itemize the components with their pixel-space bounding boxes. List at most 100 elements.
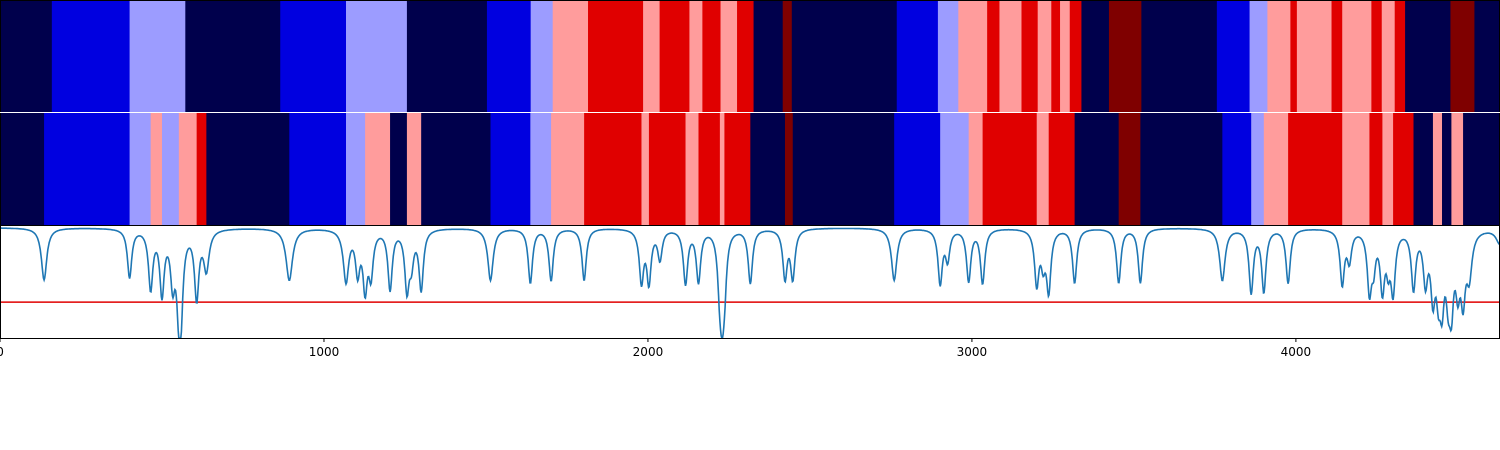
track-2-segment-19: [648, 113, 687, 225]
track-2-segment-4: [161, 113, 180, 225]
track-1-segment-10: [588, 1, 644, 112]
track-2-segment-45: [1432, 113, 1443, 225]
track-1-segment-34: [1249, 1, 1268, 112]
track-2-segment-39: [1288, 113, 1343, 225]
track-1-segment-8: [530, 1, 554, 112]
track-1-segment-6: [406, 1, 488, 112]
track-1-segment-21: [937, 1, 959, 112]
track-1-segment-35: [1267, 1, 1291, 112]
track-2-segment-7: [206, 113, 290, 225]
track-2-segment-13: [421, 113, 492, 225]
track-2-segment-26: [792, 113, 895, 225]
track-2-segment-23: [724, 113, 751, 225]
track-1-segment-16: [737, 1, 755, 112]
track-2-segment-0: [0, 113, 45, 225]
track-1-segment-36: [1290, 1, 1298, 112]
track-2-segment-38: [1263, 113, 1289, 225]
track-2-segment-14: [490, 113, 531, 225]
track-2-segment-18: [641, 113, 650, 225]
track-1-segment-0: [0, 1, 53, 112]
track-1-segment-27: [1051, 1, 1061, 112]
track-2-segment-21: [698, 113, 721, 225]
track-2-segment-5: [178, 113, 198, 225]
track-1-segment-25: [1021, 1, 1039, 112]
track-2-segment-35: [1140, 113, 1223, 225]
track-1-segment-9: [552, 1, 589, 112]
track-1-segment-38: [1331, 1, 1343, 112]
track-2-segment-1: [44, 113, 131, 225]
track-2-segment-10: [365, 113, 391, 225]
track-1-segment-22: [958, 1, 988, 112]
track-1-segment-30: [1081, 1, 1110, 112]
track-1-segment-42: [1394, 1, 1406, 112]
track-1-segment-33: [1216, 1, 1251, 112]
track-1-segment-32: [1141, 1, 1218, 112]
track-2-segment-32: [1048, 113, 1076, 225]
track-1-segment-43: [1405, 1, 1452, 112]
track-1-segment-28: [1060, 1, 1071, 112]
track-1-segment-17: [753, 1, 784, 112]
track-1-segment-12: [659, 1, 691, 112]
track-2-segment-6: [196, 113, 207, 225]
x-tick-label-2: 2000: [633, 345, 664, 359]
track-1-segment-44: [1450, 1, 1475, 112]
track-2-segment-34: [1118, 113, 1141, 225]
track-1-segment-7: [486, 1, 532, 112]
track-1-segment-31: [1108, 1, 1142, 112]
track-1-segment-29: [1069, 1, 1083, 112]
track-2-segment-43: [1393, 113, 1415, 225]
track-2-segment-42: [1382, 113, 1394, 225]
state-track-2: [0, 113, 1500, 225]
track-1-segment-2: [129, 1, 186, 112]
x-tick-label-4: 4000: [1281, 345, 1312, 359]
state-track-1: [0, 1, 1500, 112]
score-line-panel: [0, 226, 1500, 339]
track-1-segment-24: [999, 1, 1023, 112]
track-1-segment-45: [1474, 1, 1500, 112]
track-1-segment-20: [896, 1, 939, 112]
score-series-line: [0, 227, 1500, 339]
track-2-segment-27: [894, 113, 941, 225]
track-1-segment-5: [346, 1, 408, 112]
track-2-segment-9: [346, 113, 366, 225]
track-2-segment-44: [1413, 113, 1434, 225]
track-2-segment-24: [750, 113, 786, 225]
track-1-segment-11: [643, 1, 661, 112]
x-tick-label-1: 1000: [309, 345, 340, 359]
track-2-segment-33: [1074, 113, 1120, 225]
track-2-segment-11: [390, 113, 408, 225]
track-1-segment-4: [280, 1, 347, 112]
x-tick-label-0: 0: [0, 345, 4, 359]
track-2-segment-8: [289, 113, 347, 225]
track-1-segment-39: [1342, 1, 1372, 112]
x-axis: 0 1000 2000 3000 4000: [0, 338, 1311, 359]
track-2-segment-2: [129, 113, 152, 225]
track-1-segment-40: [1371, 1, 1383, 112]
track-2-segment-3: [150, 113, 163, 225]
x-tick-label-3: 3000: [957, 345, 988, 359]
track-1-segment-15: [720, 1, 738, 112]
track-1-segment-1: [51, 1, 131, 112]
track-2-segment-37: [1251, 113, 1265, 225]
track-2-segment-22: [719, 113, 726, 225]
track-2-segment-20: [685, 113, 700, 225]
track-2-segment-15: [530, 113, 552, 225]
track-2-segment-46: [1442, 113, 1453, 225]
track-2-segment-25: [784, 113, 794, 225]
track-2-segment-16: [551, 113, 585, 225]
track-2-segment-40: [1342, 113, 1371, 225]
track-1-segment-14: [702, 1, 722, 112]
track-1-segment-26: [1037, 1, 1052, 112]
track-1-segment-13: [689, 1, 703, 112]
track-1-segment-19: [791, 1, 898, 112]
track-2-segment-41: [1369, 113, 1383, 225]
track-2-segment-48: [1463, 113, 1500, 225]
track-1-segment-41: [1381, 1, 1396, 112]
track-2-segment-17: [584, 113, 643, 225]
track-2-segment-36: [1222, 113, 1252, 225]
track-1-segment-23: [987, 1, 1001, 112]
track-1-segment-37: [1296, 1, 1333, 112]
track-1-segment-18: [782, 1, 793, 112]
track-2-segment-29: [968, 113, 984, 225]
